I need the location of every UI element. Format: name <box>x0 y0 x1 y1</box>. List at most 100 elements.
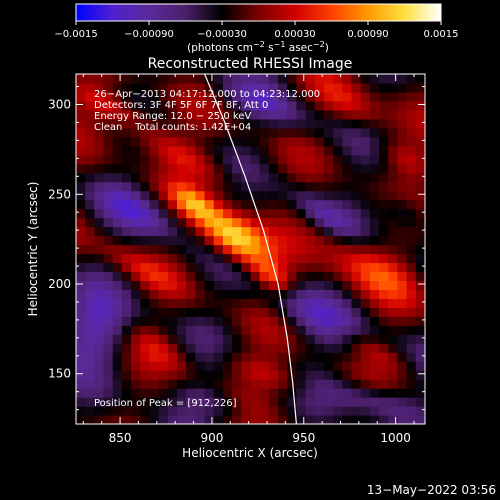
heatmap-cell <box>369 235 380 246</box>
heatmap-cell <box>333 397 343 407</box>
heatmap-cell <box>287 217 298 228</box>
heatmap-cell <box>213 154 224 165</box>
heatmap-cell <box>287 289 298 299</box>
heatmap-cell <box>195 325 206 335</box>
heatmap-cell <box>121 334 132 344</box>
heatmap-cell <box>250 280 261 290</box>
heatmap-cell <box>94 253 105 264</box>
heatmap-cell <box>415 352 425 362</box>
heatmap-cell <box>388 136 399 147</box>
heatmap-cell <box>314 109 325 120</box>
heatmap-cell <box>268 208 279 219</box>
heatmap-cell <box>333 298 343 308</box>
heatmap-cell <box>305 208 316 219</box>
heatmap-cell <box>112 91 123 102</box>
heatmap-cell <box>379 145 389 156</box>
heatmap-cell <box>351 136 362 147</box>
heatmap-cell <box>76 199 86 210</box>
heatmap-cell <box>177 343 187 353</box>
heatmap-cell <box>351 262 362 273</box>
heatmap-cell <box>406 199 417 210</box>
heatmap-cell <box>369 163 380 174</box>
heatmap-cell <box>94 388 105 398</box>
heatmap-cell <box>379 109 389 120</box>
heatmap-cell <box>333 163 343 174</box>
heatmap-cell <box>112 370 123 380</box>
heatmap-cell <box>342 172 353 183</box>
heatmap-cell <box>76 388 86 398</box>
heatmap-cell <box>388 208 399 219</box>
heatmap-cell <box>360 244 371 255</box>
heatmap-cell <box>379 235 389 246</box>
heatmap-cell <box>397 109 408 120</box>
heatmap-cell <box>259 127 270 138</box>
heatmap-cell <box>222 74 233 84</box>
heatmap-cell <box>397 74 408 84</box>
heatmap-cell <box>195 406 206 416</box>
heatmap-cell <box>213 190 224 201</box>
heatmap-cell <box>103 145 114 156</box>
heatmap-cell <box>406 325 417 335</box>
heatmap-cell <box>333 334 343 344</box>
heatmap-cell <box>296 397 307 407</box>
heatmap-cell <box>140 370 151 380</box>
heatmap-cell <box>406 82 417 93</box>
heatmap-cell <box>360 199 371 210</box>
heatmap-cell <box>351 244 362 255</box>
heatmap-cell <box>278 388 288 398</box>
heatmap-cell <box>232 226 242 237</box>
heatmap-cell <box>369 271 380 282</box>
heatmap-cell <box>222 145 233 156</box>
heatmap-cell <box>140 352 151 362</box>
heatmap-cell <box>177 361 187 371</box>
heatmap-cell <box>76 226 86 237</box>
heatmap-cell <box>204 397 215 407</box>
heatmap-cell <box>232 388 242 398</box>
heatmap-cell <box>415 74 425 84</box>
heatmap-cell <box>112 208 123 219</box>
heatmap-cell <box>259 136 270 147</box>
heatmap-cell <box>121 145 132 156</box>
heatmap-cell <box>121 343 132 353</box>
heatmap-cell <box>333 154 343 165</box>
heatmap-cell <box>397 289 408 299</box>
heatmap-cell <box>131 298 141 308</box>
y-tick-label: 250 <box>48 187 71 201</box>
heatmap-cell <box>158 235 169 246</box>
heatmap-cell <box>305 379 316 389</box>
heatmap-cell <box>94 145 105 156</box>
heatmap-cell <box>121 217 132 228</box>
heatmap-cell <box>388 109 399 120</box>
heatmap-cell <box>213 74 224 84</box>
heatmap-cell <box>158 74 169 84</box>
heatmap-cell <box>351 91 362 102</box>
heatmap-cell <box>379 217 389 228</box>
heatmap-cell <box>94 397 105 407</box>
heatmap-cell <box>232 397 242 407</box>
heatmap-cell <box>305 100 316 111</box>
heatmap-cell <box>76 154 86 165</box>
heatmap-cell <box>232 262 242 273</box>
heatmap-cell <box>232 109 242 120</box>
heatmap-cell <box>76 280 86 290</box>
observation-info: 26−Apr−2013 04:17:12.000 to 04:23:12.000… <box>94 89 320 133</box>
heatmap-cell <box>94 100 105 111</box>
heatmap-cell <box>314 235 325 246</box>
heatmap-cell <box>158 307 169 317</box>
heatmap-cell <box>397 352 408 362</box>
heatmap-cell <box>241 262 252 273</box>
heatmap-cell <box>112 226 123 237</box>
heatmap-cell <box>250 127 261 138</box>
heatmap-cell <box>351 397 362 407</box>
heatmap-cell <box>213 145 224 156</box>
heatmap-cell <box>296 325 307 335</box>
heatmap-cell <box>388 154 399 165</box>
heatmap-cell <box>406 181 417 192</box>
heatmap-cell <box>232 253 242 264</box>
heatmap-cell <box>342 100 353 111</box>
heatmap-cell <box>305 325 316 335</box>
heatmap-cell <box>323 208 334 219</box>
heatmap-cell <box>388 100 399 111</box>
heatmap-cell <box>296 145 307 156</box>
heatmap-cell <box>278 190 288 201</box>
